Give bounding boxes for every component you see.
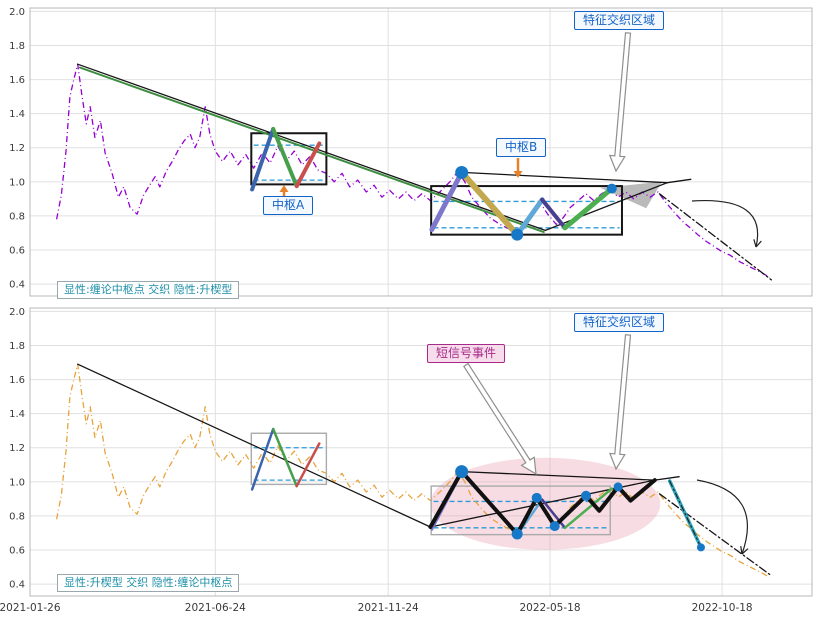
chan-stroke (428, 469, 657, 536)
y-tick-label: 0.6 (9, 245, 25, 256)
y-tick-label: 1.0 (9, 177, 25, 188)
chan-stroke (429, 169, 465, 232)
y-tick-label: 2.0 (9, 7, 25, 18)
swing-marker (613, 482, 623, 492)
panel-rising-wedge: 2.0 1.8 1.6 1.4 1.2 1.0 0.8 0.6 0.4 (9, 307, 813, 597)
pivot-box (430, 185, 623, 236)
trend-line (658, 193, 772, 281)
swing-marker (696, 543, 705, 552)
curved-arrow-head (755, 240, 762, 248)
y-tick-label: 2.0 (9, 307, 25, 318)
fancy-arrow (463, 362, 537, 476)
fancy-arrow (608, 334, 632, 471)
y-tick-label: 1.2 (9, 443, 25, 454)
chan-stroke (563, 487, 614, 530)
x-tick-label: 2021-11-24 (358, 602, 419, 614)
swing-marker (606, 183, 617, 194)
y-tick-label: 0.6 (9, 545, 25, 556)
y-tick-label: 1.0 (9, 477, 25, 488)
price-line (55, 363, 771, 578)
trend-line (77, 63, 546, 232)
y-tick-label: 1.6 (9, 75, 25, 86)
trend-line (461, 470, 656, 481)
annotation-feature-weave-zone-top: 特征交织区域 (574, 11, 665, 31)
solid-arrow-head (513, 171, 523, 178)
chan-stroke (458, 169, 521, 238)
y-tick-label: 0.8 (9, 511, 25, 522)
chan-stroke (250, 427, 275, 491)
annotation-feature-weave-zone-bottom: 特征交织区域 (574, 313, 665, 333)
trend-line (666, 178, 692, 184)
chan-stroke (250, 127, 276, 192)
panel-border (29, 7, 813, 297)
chan-stroke (669, 480, 702, 548)
trend-line (79, 66, 545, 234)
chan-stroke (540, 197, 567, 230)
annotation-pivot-b-label: 中枢B (496, 138, 547, 158)
pivot-box (250, 132, 328, 186)
chan-stroke (294, 141, 322, 189)
chan-stroke (271, 427, 298, 488)
chan-stroke (540, 498, 567, 530)
y-tick-label: 0.8 (9, 211, 25, 222)
curved-arrow-head (740, 546, 743, 555)
x-tick-label: 2021-01-26 (0, 602, 61, 614)
x-tick-label: 2022-10-18 (692, 602, 753, 614)
y-tick-label: 1.6 (9, 375, 25, 386)
caption-top-panel: 显性:缠论中枢点 交织 隐性:升楔型 (57, 281, 240, 300)
panel-border (29, 307, 813, 597)
y-tick-label: 1.2 (9, 143, 25, 154)
trend-line (654, 476, 680, 481)
x-tick-label: 2021-06-24 (185, 602, 246, 614)
y-tick-label: 1.4 (9, 409, 25, 420)
caption-bottom-panel: 显性:升楔型 交织 隐性:缠论中枢点 (57, 574, 240, 593)
curved-arrow-head (741, 548, 749, 555)
y-tick-label: 1.8 (9, 41, 25, 52)
annotation-short-signal-label: 短信号事件 (427, 344, 506, 364)
y-tick-label: 0.4 (9, 280, 25, 291)
y-tick-label: 1.8 (9, 341, 25, 352)
curved-arrow (696, 479, 748, 555)
pivot-box (250, 432, 328, 486)
fancy-arrow (608, 32, 632, 173)
chan-stroke (271, 127, 299, 189)
swing-marker (581, 490, 592, 501)
chan-stroke (562, 186, 615, 231)
y-tick-label: 0.4 (9, 580, 25, 591)
trend-line (544, 182, 668, 232)
curved-arrow-head (753, 239, 757, 248)
x-tick-label: 2022-05-18 (519, 602, 580, 614)
chan-stroke (295, 442, 321, 488)
swing-marker (455, 165, 469, 179)
swing-marker (511, 528, 523, 540)
trend-line (461, 171, 668, 184)
price-line (55, 63, 771, 278)
trend-line (658, 493, 772, 577)
swing-marker (549, 521, 560, 532)
curved-arrow (691, 199, 759, 248)
swing-marker (455, 465, 469, 479)
annotation-pivot-a-label: 中枢A (263, 196, 314, 216)
chan-stroke (514, 197, 545, 238)
trend-line (77, 363, 432, 528)
solid-arrow-head (279, 185, 289, 192)
panel-chan-pivot: 2.0 1.8 1.6 1.4 1.2 1.0 0.8 0.6 0.4 (9, 7, 813, 297)
swing-marker (531, 492, 542, 503)
swing-marker (511, 228, 524, 241)
y-tick-label: 1.4 (9, 109, 25, 120)
